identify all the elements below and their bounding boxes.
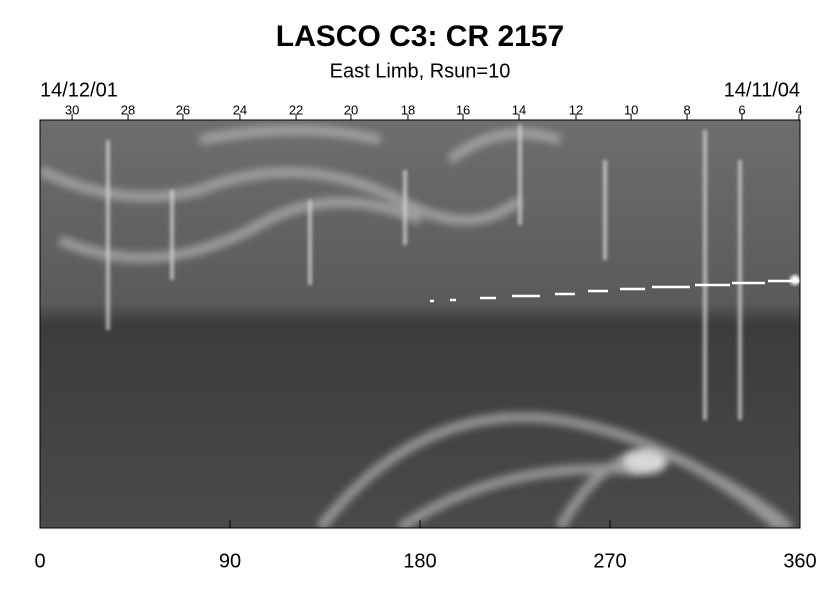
x2-tick-label: 6 bbox=[738, 102, 745, 117]
x-tick-label: 180 bbox=[403, 550, 436, 572]
x-tick-label: 90 bbox=[219, 550, 241, 572]
x2-tick-label: 16 bbox=[456, 102, 470, 117]
x2-tick-label: 10 bbox=[624, 102, 638, 117]
x2-tick-label: 4 bbox=[795, 102, 802, 117]
synoptic-image bbox=[40, 120, 800, 528]
x2-tick-label: 30 bbox=[65, 102, 79, 117]
chart-title: LASCO C3: CR 2157 bbox=[276, 20, 564, 53]
x-tick-label: 360 bbox=[783, 550, 816, 572]
x-tick-label: 0 bbox=[34, 550, 45, 572]
x2-tick-label: 28 bbox=[121, 102, 135, 117]
x2-tick-label: 18 bbox=[401, 102, 415, 117]
x2-tick-label: 12 bbox=[569, 102, 583, 117]
x2-tick-label: 24 bbox=[233, 102, 247, 117]
x2-tick-label: 22 bbox=[289, 102, 303, 117]
x2-tick-label: 20 bbox=[344, 102, 358, 117]
start-date: 14/12/01 bbox=[40, 79, 118, 101]
x-tick-label: 270 bbox=[593, 550, 626, 572]
chart-subtitle: East Limb, Rsun=10 bbox=[330, 60, 511, 82]
x2-tick-label: 26 bbox=[176, 102, 190, 117]
x2-tick-label: 8 bbox=[683, 102, 690, 117]
end-date: 14/11/04 bbox=[724, 79, 800, 101]
x2-tick-label: 14 bbox=[512, 102, 526, 117]
